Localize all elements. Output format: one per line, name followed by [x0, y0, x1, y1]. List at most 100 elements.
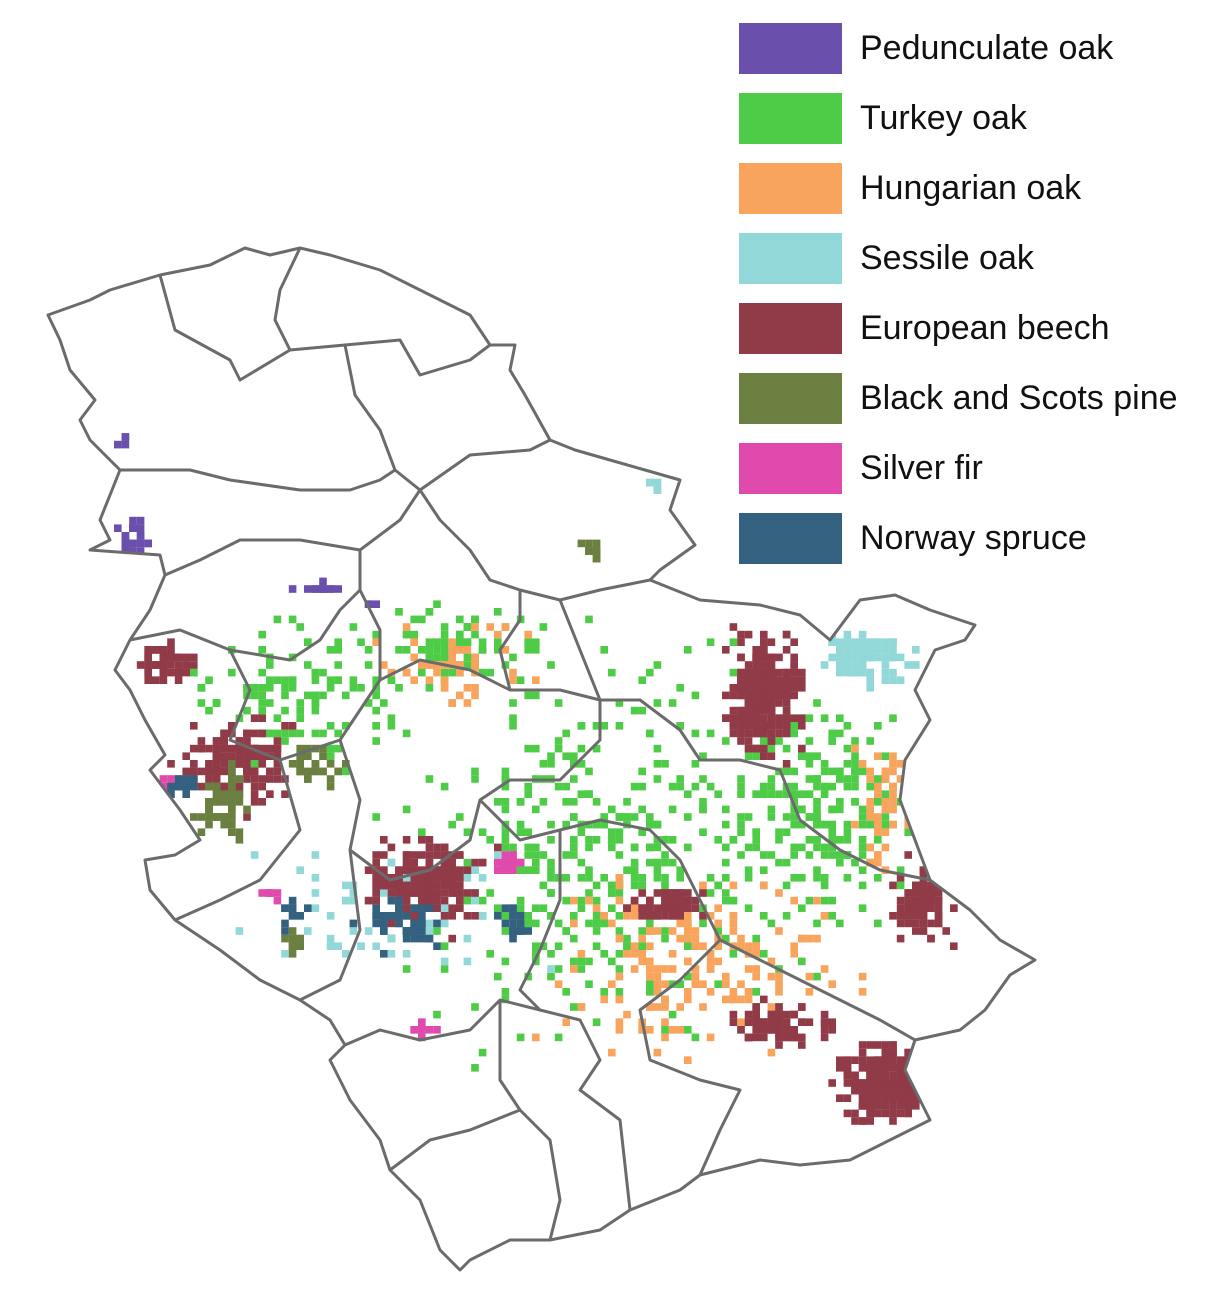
forest-cell	[813, 699, 821, 707]
forest-cell	[516, 820, 525, 829]
forest-cell	[881, 820, 890, 829]
legend-label: European beech	[860, 309, 1110, 347]
forest-cell	[471, 889, 479, 897]
forest-cell	[828, 653, 836, 662]
forest-cell	[737, 691, 745, 700]
forest-cell	[402, 889, 411, 897]
forest-cell	[904, 919, 912, 928]
forest-cell	[851, 646, 859, 654]
forest-cell	[600, 912, 608, 920]
forest-cell	[638, 889, 646, 897]
forest-cell	[364, 699, 373, 707]
forest-cell	[258, 744, 266, 753]
forest-cell	[813, 896, 821, 905]
forest-cell	[288, 896, 297, 905]
legend-label: Norway spruce	[860, 519, 1087, 557]
forest-cell	[790, 684, 798, 692]
forest-cell	[805, 836, 814, 844]
forest-cell	[144, 646, 152, 654]
forest-cell	[258, 760, 266, 768]
forest-cell	[752, 988, 760, 996]
forest-cell	[243, 805, 251, 814]
forest-cell	[767, 668, 776, 677]
forest-cell	[167, 653, 175, 662]
forest-cell	[547, 820, 555, 829]
forest-cell	[532, 638, 540, 646]
forest-cell	[684, 813, 692, 821]
forest-cell	[737, 828, 745, 836]
forest-cell	[547, 972, 555, 981]
forest-cell	[121, 440, 130, 449]
forest-cell	[691, 934, 700, 943]
forest-cell	[676, 919, 684, 928]
forest-cell	[410, 889, 418, 897]
forest-cell	[235, 927, 244, 935]
forest-cell	[881, 1109, 890, 1118]
forest-cell	[425, 896, 434, 905]
forest-cell	[266, 729, 274, 738]
forest-cell	[836, 1056, 844, 1064]
forest-cell	[782, 1010, 791, 1019]
forest-cell	[509, 714, 517, 722]
forest-cell	[744, 1033, 753, 1042]
forest-cell	[174, 668, 183, 677]
forest-cell	[615, 988, 624, 996]
forest-cell	[273, 760, 282, 768]
forest-cell	[813, 866, 821, 874]
forest-cell	[874, 782, 882, 791]
forest-cell	[585, 957, 593, 966]
forest-cell	[562, 896, 570, 905]
forest-cell	[349, 927, 358, 935]
forest-cell	[767, 744, 776, 753]
forest-cell	[144, 676, 152, 684]
forest-cell	[798, 790, 806, 798]
forest-cell	[501, 904, 510, 912]
forest-cell	[737, 980, 745, 988]
forest-cell	[752, 828, 760, 836]
forest-cell	[608, 1048, 616, 1057]
forest-cell	[646, 813, 654, 821]
forest-cell	[881, 1048, 890, 1057]
forest-cell	[243, 752, 251, 760]
forest-cell	[501, 843, 510, 852]
forest-cell	[691, 729, 700, 738]
forest-cell	[729, 729, 738, 738]
forest-cell	[190, 722, 198, 730]
forest-cell	[874, 1094, 882, 1102]
forest-cell	[760, 684, 768, 692]
forest-cell	[296, 760, 304, 768]
forest-cell	[866, 1086, 874, 1095]
forest-cell	[775, 980, 783, 988]
forest-cell	[410, 1026, 418, 1034]
forest-cell	[889, 1048, 897, 1057]
forest-cell	[836, 661, 844, 669]
forest-cell	[433, 919, 441, 928]
forest-cell	[494, 798, 502, 806]
forest-cell	[782, 706, 791, 715]
forest-cell	[775, 691, 783, 700]
legend-swatch	[739, 513, 842, 564]
forest-cell	[790, 729, 798, 738]
forest-cell	[288, 615, 297, 624]
forest-cell	[676, 904, 684, 912]
forest-cell	[380, 699, 388, 707]
forest-cell	[501, 919, 510, 928]
forest-cell	[608, 881, 616, 890]
forest-cell	[729, 706, 738, 715]
forest-cell	[737, 668, 745, 677]
forest-cell	[684, 1026, 692, 1034]
forest-cell	[608, 889, 616, 897]
forest-cell	[760, 1033, 768, 1042]
forest-cell	[858, 972, 867, 981]
forest-cell	[547, 752, 555, 760]
forest-cell	[296, 866, 304, 874]
forest-cell	[372, 942, 380, 950]
forest-cell	[349, 623, 358, 631]
forest-cell	[471, 858, 479, 867]
forest-cell	[653, 866, 662, 874]
forest-cell	[410, 912, 418, 920]
forest-cell	[874, 775, 882, 783]
forest-cell	[562, 820, 570, 829]
forest-cell	[258, 775, 266, 783]
